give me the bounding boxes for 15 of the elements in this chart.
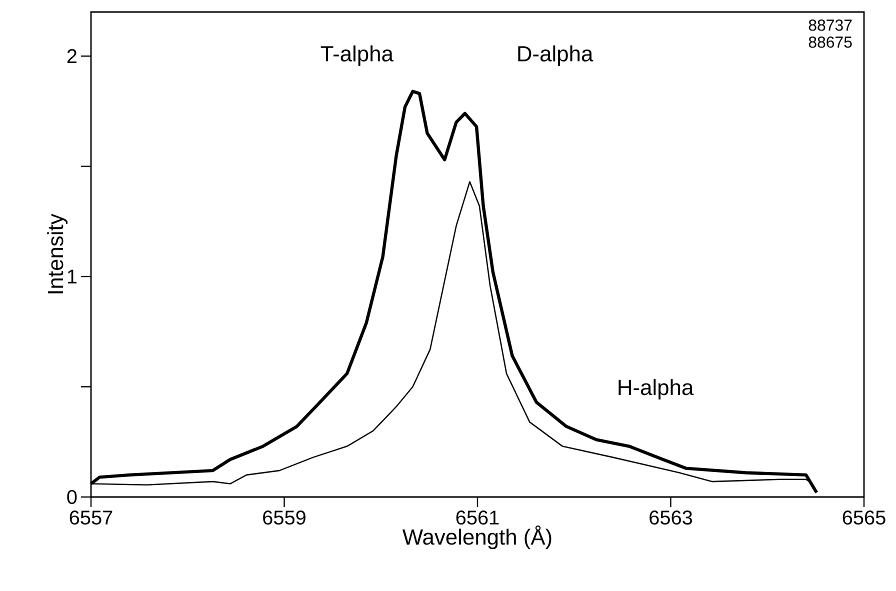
annotation: 88737 <box>808 20 852 31</box>
y-tick-label: 0 <box>67 490 77 504</box>
annotation: H-alpha <box>618 379 694 400</box>
x-tick-label: 6561 <box>456 510 499 525</box>
x-tick-label: 6563 <box>650 510 692 525</box>
annotation: 88675 <box>808 36 852 48</box>
y-tick-label: 1 <box>68 270 77 284</box>
x-tick-label: 6565 <box>842 510 886 525</box>
y-axis-title: Intensity <box>47 214 68 294</box>
x-tick-label: 6557 <box>70 510 112 525</box>
x-axis-title: Wavelength (Å) <box>402 525 552 550</box>
annotation: T-alpha <box>320 45 394 66</box>
x-tick-label: 6559 <box>263 510 306 525</box>
annotation: D-alpha <box>518 45 594 66</box>
y-tick-label: 2 <box>67 49 76 64</box>
